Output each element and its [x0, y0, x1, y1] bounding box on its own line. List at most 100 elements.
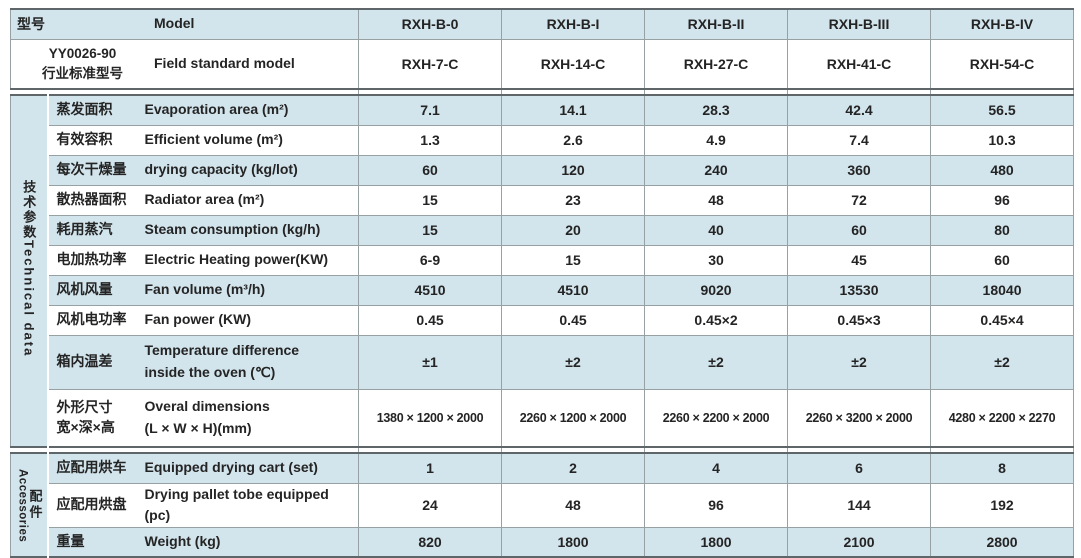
table-row: 外形尺寸 宽×深×高 Overal dimensions (L × W × H)(… [11, 388, 1075, 448]
technical-data-section: 技术参数Technical data 蒸发面积 Evaporation area (… [10, 94, 1075, 448]
section-gap [10, 89, 1075, 95]
value-cell: 56.5 [930, 94, 1075, 126]
section-label-accessories-en: Accessories [16, 468, 29, 542]
row-label-en: Evaporation area (m²) [144, 101, 289, 118]
model-name-cell: RXH-B-I [501, 8, 646, 40]
value-cell: 9020 [644, 274, 789, 306]
value-cell: 0.45×4 [930, 304, 1075, 336]
row-label-zh: 重量 [56, 533, 85, 550]
row-label-en: Fan volume (m³/h) [144, 281, 266, 298]
row-label-zh: 蒸发面积 [56, 101, 113, 118]
value-cell: 6-9 [358, 244, 503, 276]
value-cell: 2260 × 1200 × 2000 [501, 388, 646, 448]
value-cell: 24 [358, 482, 503, 528]
row-label-en: Equipped drying cart (set) [144, 459, 318, 476]
value-cell: ±2 [501, 334, 646, 390]
row-label: 散热器面积 Radiator area (m²) [49, 189, 359, 211]
value-cell: 42.4 [787, 94, 932, 126]
model-name-cell: RXH-B-III [787, 8, 932, 40]
value-cell: 14.1 [501, 94, 646, 126]
row-label-cell: 风机电功率 Fan power (KW) [46, 304, 360, 336]
value-cell: 7.4 [787, 124, 932, 156]
table-row: 重量 Weight (kg) 820 1800 1800 2100 2800 [11, 526, 1075, 558]
row-label-cell: 外形尺寸 宽×深×高 Overal dimensions (L × W × H)(… [46, 388, 360, 448]
row-label-cell: 电加热功率 Electric Heating power(KW) [46, 244, 360, 276]
value-cell: 6 [787, 452, 932, 484]
accessories-section: Accessories 配件 应配用烘车 Equipped drying cart (… [10, 452, 1075, 558]
field-standard-model-cell: RXH-54-C [930, 38, 1075, 90]
value-cell: 20 [501, 214, 646, 246]
model-label-cell: 型号 Model [9, 8, 360, 40]
row-label: 风机风量 Fan volume (m³/h) [49, 279, 359, 301]
value-cell: 1.3 [358, 124, 503, 156]
section-label-accessories: Accessories 配件 [11, 469, 47, 542]
row-label: 外形尺寸 宽×深×高 Overal dimensions (L × W × H)(… [49, 396, 359, 439]
model-name-cell: RXH-B-IV [930, 8, 1075, 40]
section-label-technical-data: 技术参数Technical data [21, 179, 37, 358]
value-cell: 820 [358, 526, 503, 558]
row-label-zh: 应配用烘盘 [56, 496, 127, 513]
row-label-cell: 风机风量 Fan volume (m³/h) [46, 274, 360, 306]
row-label: 重量 Weight (kg) [49, 531, 359, 553]
row-label-en: Fan power (KW) [144, 311, 252, 328]
row-label-cell: 重量 Weight (kg) [46, 526, 360, 558]
value-cell: 2100 [787, 526, 932, 558]
table-row: 风机风量 Fan volume (m³/h) 4510 4510 9020 13530 18… [11, 274, 1075, 306]
value-cell: 48 [501, 482, 646, 528]
row-label-en: Temperature difference inside the oven (… [144, 342, 300, 380]
value-cell: 120 [501, 154, 646, 186]
value-cell: 1 [358, 452, 503, 484]
table-row: 风机电功率 Fan power (KW) 0.45 0.45 0.45×2 0.45×3 0… [11, 304, 1075, 336]
spec-table-container: 型号 Model RXH-B-0 RXH-B-I RXH-B-II RXH-B-… [9, 8, 1075, 558]
value-cell: 48 [644, 184, 789, 216]
row-label: 每次干燥量 drying capacity (kg/lot) [49, 159, 359, 181]
row-label-zh: 箱内温差 [56, 353, 113, 370]
section-label-cell: 技术参数Technical data [10, 94, 49, 448]
value-cell: 4510 [501, 274, 646, 306]
value-cell: ±1 [358, 334, 503, 390]
value-cell: 15 [358, 214, 503, 246]
value-cell: 80 [930, 214, 1075, 246]
value-cell: 360 [787, 154, 932, 186]
row-label-en: Overal dimensions (L × W × H)(mm) [144, 398, 270, 436]
model-label-zh: 型号 [17, 16, 45, 33]
value-cell: ±2 [787, 334, 932, 390]
table-row: 有效容积 Efficient volume (m²) 1.3 2.6 4.9 7.4 10.… [11, 124, 1075, 156]
field-standard-label-en: Field standard model [154, 54, 295, 71]
value-cell: 0.45 [501, 304, 646, 336]
row-label: 电加热功率 Electric Heating power(KW) [49, 249, 359, 271]
field-standard-model-cell: RXH-14-C [501, 38, 646, 90]
value-cell: 96 [930, 184, 1075, 216]
row-label-en: Efficient volume (m²) [144, 131, 283, 148]
row-label-cell: 蒸发面积 Evaporation area (m²) [46, 94, 360, 126]
row-label-cell: 箱内温差 Temperature difference inside the ov… [46, 334, 360, 390]
value-cell: ±2 [930, 334, 1075, 390]
header-section: 型号 Model RXH-B-0 RXH-B-I RXH-B-II RXH-B-… [9, 8, 1075, 90]
field-standard-label-cell: YY0026-90 行业标准型号 Field standard model [9, 38, 360, 90]
field-standard-model-cell: RXH-41-C [787, 38, 932, 90]
row-label-cell: 每次干燥量 drying capacity (kg/lot) [46, 154, 360, 186]
value-cell: 1800 [644, 526, 789, 558]
row-label-en: Radiator area (m²) [144, 191, 265, 208]
value-cell: 2800 [930, 526, 1075, 558]
value-cell: 28.3 [644, 94, 789, 126]
table-row: 应配用烘盘 Drying pallet tobe equipped (pc) 24 4… [11, 482, 1075, 528]
value-cell: 480 [930, 154, 1075, 186]
value-cell: 15 [358, 184, 503, 216]
field-standard-model-cell: RXH-7-C [358, 38, 503, 90]
row-label-cell: 应配用烘车 Equipped drying cart (set) [46, 452, 360, 484]
value-cell: 60 [358, 154, 503, 186]
value-cell: 10.3 [930, 124, 1075, 156]
field-standard-model-cell: RXH-27-C [644, 38, 789, 90]
value-cell: 18040 [930, 274, 1075, 306]
value-cell: 30 [644, 244, 789, 276]
row-label-zh: 风机电功率 [56, 311, 127, 328]
field-standard-label-zh: YY0026-90 行业标准型号 [42, 46, 123, 81]
model-label-en: Model [154, 15, 195, 32]
model-name-cell: RXH-B-II [644, 8, 789, 40]
value-cell: 72 [787, 184, 932, 216]
row-label: 风机电功率 Fan power (KW) [49, 309, 359, 331]
table-row: 电加热功率 Electric Heating power(KW) 6-9 15 30 45… [11, 244, 1075, 276]
value-cell: 144 [787, 482, 932, 528]
